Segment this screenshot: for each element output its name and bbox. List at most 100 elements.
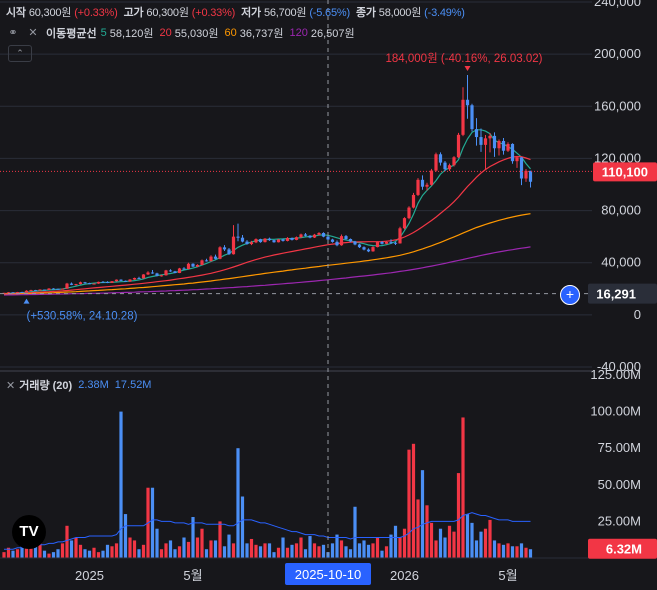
candle — [348, 238, 353, 243]
candle-body — [515, 157, 519, 162]
candle — [119, 279, 123, 282]
close-icon[interactable]: ✕ — [28, 27, 38, 39]
volume-tick-label: 75.00M — [598, 440, 641, 455]
candle-body — [38, 289, 42, 291]
candle — [11, 292, 15, 294]
collapse-legend-button[interactable]: ⌃ — [8, 45, 32, 62]
candle — [474, 118, 479, 146]
candle — [195, 264, 200, 268]
candle — [362, 246, 366, 251]
close-icon[interactable]: ✕ — [6, 379, 16, 392]
candle-body — [29, 290, 33, 292]
high-marker — [464, 66, 471, 71]
volume-bar — [267, 543, 272, 558]
ohlc-legend: 시작 60,300원 (+0.33%) 고가 60,300원 (+0.33%) 저가 56,7… — [6, 4, 471, 20]
candle — [452, 156, 456, 167]
volume-tick-label: 50.00M — [598, 477, 641, 492]
volume-bar — [164, 543, 168, 558]
candle — [335, 240, 339, 247]
volume-bar — [479, 531, 483, 558]
candle — [519, 157, 524, 186]
volume-bar — [159, 549, 164, 558]
candle — [411, 192, 416, 209]
candle — [461, 87, 465, 137]
candle — [213, 254, 218, 260]
volume-bar — [69, 540, 74, 558]
candle — [240, 234, 245, 243]
link-icon[interactable]: ⚭ — [8, 27, 18, 39]
candle — [249, 240, 254, 246]
candle-body — [281, 239, 285, 241]
candle — [528, 170, 533, 188]
candle — [276, 238, 281, 243]
candle — [209, 255, 213, 262]
candle-body — [276, 239, 281, 243]
candle-body — [141, 274, 146, 279]
ma120-value: 26,507원 — [310, 28, 355, 40]
candle — [488, 133, 492, 153]
candle — [87, 282, 92, 285]
volume-bar — [195, 537, 200, 558]
tradingview-logo[interactable]: TV — [12, 515, 46, 549]
add-alert-button[interactable]: + — [560, 285, 580, 305]
candle — [483, 134, 488, 170]
candle-body — [411, 194, 416, 208]
candle — [114, 279, 119, 282]
volume-ma-value: 17.52M — [114, 379, 152, 391]
moving-average-lines — [3, 129, 531, 296]
ma120-line — [3, 246, 531, 296]
volume-bar — [389, 534, 393, 558]
candle-body — [137, 277, 141, 279]
candle-body — [519, 157, 524, 179]
candle-body — [312, 234, 317, 238]
candle-body — [56, 288, 60, 290]
volume-bar — [515, 546, 519, 558]
volume-bar — [429, 522, 434, 558]
candle — [443, 161, 447, 172]
volume-bar — [510, 546, 515, 558]
candle-body — [465, 99, 470, 106]
volume-bar — [173, 549, 177, 558]
candle — [110, 280, 114, 284]
candle — [402, 217, 407, 230]
volume-bar — [344, 546, 348, 558]
candle-body — [348, 238, 353, 242]
volume-bar — [42, 550, 47, 558]
candle-body — [267, 238, 272, 241]
candle — [339, 234, 344, 246]
candle — [380, 240, 384, 245]
candle-body — [434, 154, 438, 171]
candle — [330, 238, 335, 243]
crosshair-price-bg — [588, 283, 657, 304]
candle — [15, 291, 20, 294]
volume-bar — [398, 537, 402, 558]
last-price-label-bg — [593, 162, 657, 182]
candle — [416, 178, 420, 196]
candle — [231, 225, 236, 255]
candle-body — [65, 283, 69, 289]
volume-bar — [470, 522, 474, 558]
candle — [191, 263, 195, 268]
volume-bar — [438, 528, 443, 558]
candle — [272, 239, 276, 243]
candle-body — [92, 283, 96, 285]
price-tick-label: -40,000 — [597, 359, 641, 374]
volume-bar — [110, 546, 114, 558]
ma60-value: 36,737원 — [239, 28, 284, 40]
candle-body — [87, 283, 92, 285]
volume-bar — [371, 543, 375, 558]
candle-body — [339, 236, 344, 246]
volume-bar — [281, 537, 285, 558]
candle — [78, 281, 83, 285]
volume-bar — [420, 470, 425, 558]
candle-body — [20, 292, 24, 294]
candle-body — [425, 184, 429, 187]
volume-bar — [407, 449, 411, 558]
candle — [146, 271, 150, 275]
candle — [6, 292, 11, 294]
candle — [123, 280, 128, 282]
candle-body — [101, 281, 105, 283]
volume-bar — [74, 537, 78, 558]
volume-bar — [443, 537, 447, 558]
